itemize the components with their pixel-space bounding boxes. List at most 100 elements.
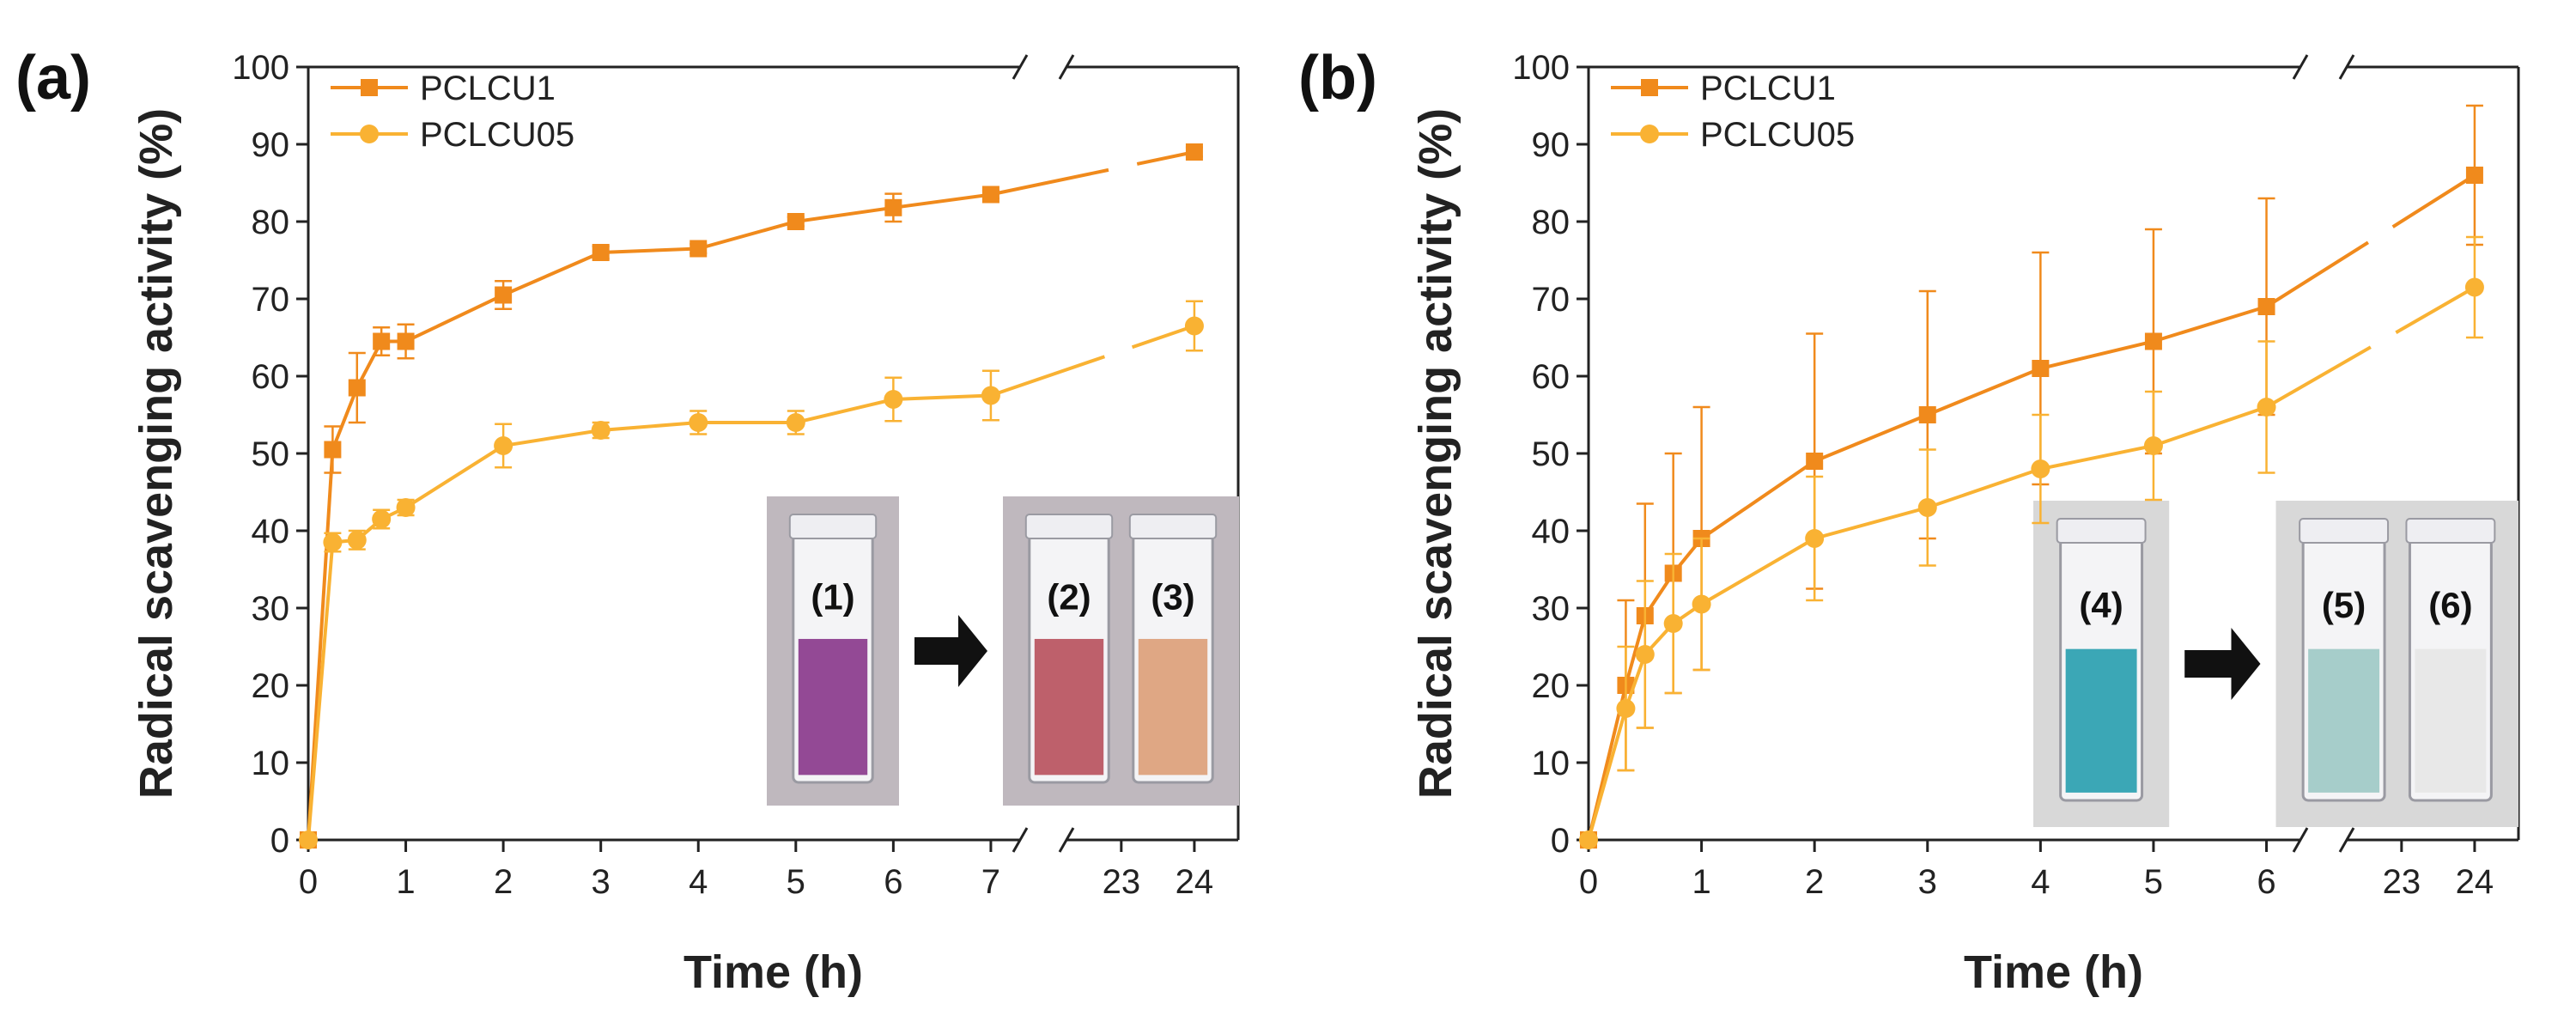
axis-break-mark (1012, 54, 1029, 80)
x-tick-label: 2 (494, 863, 513, 901)
arrow-icon (914, 615, 987, 687)
x-tick-label: 6 (2257, 863, 2275, 901)
x-tick-label: 5 (2144, 863, 2163, 901)
data-point (1692, 594, 1711, 614)
data-point (2143, 436, 2163, 455)
x-axis-title: Time (h) (683, 946, 863, 998)
y-tick-label: 90 (1532, 126, 1571, 164)
series-line (990, 150, 1195, 197)
data-point (786, 413, 805, 432)
series-line (990, 324, 1195, 398)
vial-2: (2) (1024, 514, 1114, 784)
x-tick-label: 5 (787, 863, 805, 901)
axis-break-mark (2338, 827, 2355, 853)
data-point (372, 509, 392, 529)
x-tick-label: 4 (689, 863, 708, 901)
data-point (2464, 277, 2484, 297)
legend-marker (1640, 125, 1659, 143)
vial-solution (2308, 648, 2380, 793)
vial-2: (5) (2299, 518, 2390, 802)
data-point (689, 413, 708, 432)
x-tick-label: 23 (2383, 863, 2421, 901)
x-tick-label: 2 (1805, 863, 1824, 901)
x-tick-label: 24 (2456, 863, 2494, 901)
data-point (324, 441, 342, 459)
series-line (2265, 173, 2476, 308)
data-point (2031, 459, 2050, 478)
series-PCLCU05 (299, 300, 1204, 849)
legend-label: PCLCU1 (1700, 70, 1836, 107)
vial-label: (2) (1047, 576, 1091, 617)
data-point (1616, 699, 1636, 718)
vial-label: (4) (2079, 585, 2123, 625)
data-point (299, 830, 318, 849)
data-point (2257, 398, 2276, 417)
series-line (1587, 305, 2268, 841)
data-point (884, 198, 902, 216)
legend-entry: PCLCU05 (331, 116, 574, 154)
x-tick-label: 24 (1176, 863, 1214, 901)
data-point (373, 332, 391, 350)
vial-solution (1034, 638, 1104, 776)
data-point (396, 498, 416, 517)
data-point (981, 386, 1000, 405)
y-tick-label: 60 (1532, 358, 1571, 396)
y-axis-title: Radical scavenging activity (%) (131, 108, 182, 799)
x-tick-label: 1 (396, 863, 415, 901)
x-tick-label: 3 (1918, 863, 1937, 901)
vial-label: (3) (1151, 576, 1194, 617)
y-tick-label: 90 (252, 126, 290, 164)
arrow-icon (2184, 628, 2261, 700)
axis-break-mark (1058, 827, 1075, 853)
vial-solution (1138, 638, 1208, 776)
x-tick-label: 1 (1692, 863, 1710, 901)
y-tick-label: 0 (270, 822, 289, 860)
axis-break-mark (2292, 827, 2309, 853)
vial-label: (5) (2322, 585, 2366, 625)
data-point (884, 390, 903, 409)
y-tick-label: 100 (1512, 49, 1570, 87)
x-tick-label: 0 (299, 863, 318, 901)
data-point (1805, 529, 1825, 548)
data-point (1663, 614, 1683, 633)
data-point (787, 213, 805, 230)
x-tick-label: 23 (1103, 863, 1141, 901)
data-point (981, 186, 999, 204)
data-point (348, 379, 366, 397)
vial-cap (2056, 518, 2147, 544)
vial-label: (1) (811, 576, 854, 617)
y-tick-label: 70 (1532, 281, 1571, 319)
axis-break-mark (2338, 54, 2355, 80)
legend-entry: PCLCU1 (1611, 70, 1836, 107)
axis-break-mark (1012, 827, 1029, 853)
data-point (397, 332, 415, 350)
y-tick-label: 100 (232, 49, 289, 87)
legend-label: PCLCU05 (1700, 116, 1855, 154)
data-point (591, 421, 611, 440)
data-point (1635, 645, 1655, 664)
legend-label: PCLCU1 (420, 70, 556, 107)
vial-inset-photo: (1) (2) (3) (767, 496, 1239, 806)
y-tick-label: 80 (1532, 204, 1571, 241)
axis-break-mark (1058, 54, 1075, 80)
data-point (592, 244, 610, 261)
y-tick-label: 20 (1532, 667, 1571, 705)
vial-3: (6) (2405, 518, 2496, 802)
vial-cap (788, 514, 878, 539)
vial-solution (2065, 648, 2137, 793)
y-tick-label: 50 (1532, 435, 1571, 473)
y-tick-label: 50 (252, 435, 290, 473)
data-point (690, 240, 708, 258)
panel-label: (a) (15, 44, 91, 113)
legend-label: PCLCU05 (420, 116, 574, 154)
x-tick-label: 4 (2031, 863, 2050, 901)
y-tick-label: 30 (252, 590, 290, 628)
x-tick-label: 0 (1579, 863, 1598, 901)
vial-3: (3) (1128, 514, 1218, 784)
axis-break-mark (2292, 54, 2309, 80)
y-tick-label: 70 (252, 281, 290, 319)
